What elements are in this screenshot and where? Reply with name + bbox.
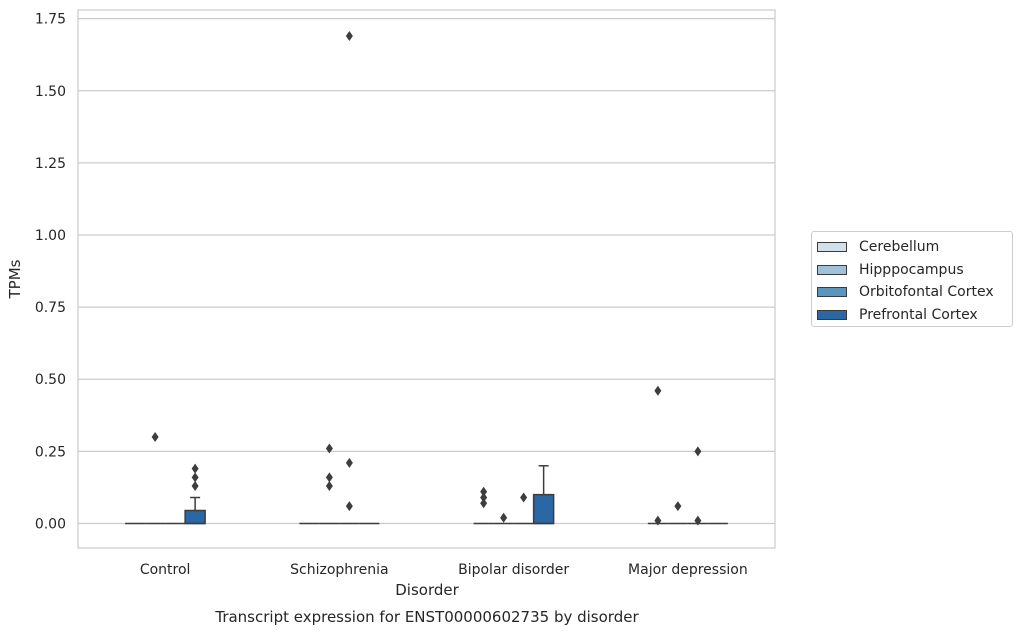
outlier-point [345,457,353,468]
y-axis-label: TPMs [6,259,24,299]
outlier-point [480,492,488,503]
y-tick-label: 1.50 [35,84,66,100]
legend-swatch [817,287,847,298]
outlier-point [694,515,702,526]
box-group [184,463,206,525]
box-group [647,385,668,526]
outlier-point [191,472,199,483]
legend-label: Hipppocampus [859,261,964,278]
legend-swatch [817,309,847,320]
outlier-point [674,501,682,512]
outlier-point [345,30,353,41]
y-tick-label: 0.00 [35,516,66,532]
box-group [667,501,688,525]
outlier-point [325,472,333,483]
outlier-point [151,431,159,442]
box-group [473,486,494,525]
outlier-point [654,515,662,526]
chart-title: Transcript expression for ENST0000060273… [214,608,639,626]
outlier-point [500,512,508,523]
box-group [532,465,555,525]
x-tick-label: Major depression [628,562,748,578]
outlier-point [480,486,488,497]
x-tick-label: Control [140,562,191,578]
outlier-point [191,480,199,491]
y-tick-label: 1.25 [35,156,66,172]
y-tick-label: 0.25 [35,444,66,460]
legend-item-cerebellum: Cerebellum [817,236,1012,259]
outlier-point [480,498,488,509]
legend-label: Orbitofontal Cortex [859,284,994,301]
legend-item-orbitofrontal-cortex: Orbitofontal Cortex [817,281,1012,304]
box-group [687,446,708,526]
box [184,509,206,525]
x-tick-label: Schizophrenia [290,562,388,578]
outlier-point [325,443,333,454]
box-group [493,512,514,525]
plot-frame [77,9,776,549]
x-axis-label: Disorder [395,581,459,599]
outlier-point [520,492,528,503]
legend-label: Prefrontal Cortex [859,306,978,323]
box [532,493,555,525]
legend-swatch [817,242,847,253]
y-tick-label: 1.75 [35,12,66,28]
outlier-point [654,385,662,396]
outlier-point [345,501,353,512]
outlier-point [325,480,333,491]
box-group [319,443,340,525]
legend-item-hippocampus: Hipppocampus [817,259,1012,282]
x-tick-labels: Control Schizophrenia Bipolar disorder Majo… [140,562,748,578]
boxes [125,30,728,526]
gridlines [78,18,775,525]
y-tick-label: 0.50 [35,372,66,388]
box-group [339,30,360,525]
y-tick-label: 0.75 [35,300,66,316]
box-group [513,492,534,525]
legend-item-prefrontal-cortex: Prefrontal Cortex [817,304,1012,327]
y-tick-label: 1.00 [35,228,66,244]
legend-swatch [817,264,847,275]
y-tick-labels: 0.00 0.25 0.50 0.75 1.00 1.25 1.50 1.75 [35,12,66,533]
outlier-point [191,463,199,474]
outlier-point [694,446,702,457]
box-group [145,431,166,525]
legend-label: Cerebellum [859,239,940,256]
legend: Cerebellum Hipppocampus Orbitofontal Cor… [811,231,1013,327]
x-tick-label: Bipolar disorder [458,562,569,578]
